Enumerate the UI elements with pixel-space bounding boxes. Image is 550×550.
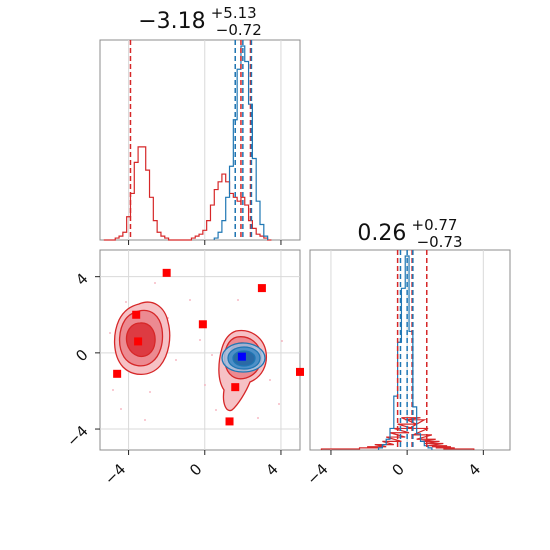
panel-title: 0.26 +0.77 −0.73	[357, 215, 462, 251]
x-tick-label: −4	[303, 460, 331, 488]
histogram-step-line	[103, 146, 272, 241]
blue-square-marker	[237, 352, 246, 361]
red-square-markers	[113, 268, 304, 426]
title-value: 0.26	[357, 221, 406, 246]
scatter-point	[278, 403, 280, 405]
x-tick-label: 0	[186, 460, 205, 479]
scatter-points	[109, 282, 283, 421]
red-square-marker	[231, 383, 240, 392]
scatter-point	[154, 282, 156, 284]
y-ticks: −4 0 4	[63, 270, 100, 450]
scatter-point	[189, 299, 191, 301]
scatter-point	[211, 354, 213, 356]
histogram-step-line	[377, 255, 433, 450]
scatter-point	[109, 332, 111, 334]
title-lower-error: −0.72	[216, 21, 262, 39]
marginal-histogram-param-2: −4 0 4 0.26 +0.77 −0.73	[303, 215, 511, 488]
title-upper-error: +0.77	[412, 216, 458, 234]
y-tick-label: 4	[72, 270, 91, 289]
scatter-point	[120, 408, 122, 410]
scatter-point	[269, 379, 271, 381]
red-square-marker	[134, 337, 143, 346]
axes-frame	[99, 39, 301, 241]
y-tick-label: 0	[72, 346, 91, 365]
title-value: −3.18	[138, 9, 205, 34]
red-square-marker	[296, 367, 304, 376]
scatter-point	[215, 409, 217, 411]
red-square-marker	[162, 268, 171, 277]
title-upper-error: +5.13	[211, 4, 257, 22]
scatter-point	[144, 419, 146, 421]
x-tick-label: 4	[262, 460, 281, 479]
scatter-point	[204, 384, 206, 386]
quantile-lines	[129, 40, 253, 240]
red-square-marker	[113, 369, 122, 378]
red-square-marker	[225, 417, 234, 426]
scatter-point	[112, 389, 114, 391]
scatter-point	[281, 340, 283, 342]
x-tick-label: −4	[101, 460, 129, 488]
quantile-lines	[396, 250, 428, 450]
scatter-point	[199, 339, 201, 341]
x-ticks	[128, 240, 282, 245]
x-tick-label: 0	[388, 460, 407, 479]
grid	[128, 40, 282, 240]
red-square-marker	[198, 320, 207, 329]
scatter-point	[149, 391, 151, 393]
scatter-point	[175, 359, 177, 361]
axes-frame	[309, 249, 511, 451]
title-lower-error: −0.73	[417, 233, 463, 251]
x-tick-label: 4	[465, 460, 484, 479]
marginal-histogram-param-1: −3.18 +5.13 −0.72	[99, 3, 301, 245]
histogram-series	[320, 255, 475, 450]
scatter-point	[125, 301, 127, 303]
red-square-marker	[257, 284, 266, 293]
scatter-point	[237, 299, 239, 301]
y-tick-label: −4	[63, 422, 91, 450]
scatter-point	[257, 417, 259, 419]
x-ticks: −4 0 4	[303, 450, 484, 488]
panel-title: −3.18 +5.13 −0.72	[138, 3, 262, 39]
contour-panel: −4 0 4 −4 0 4	[63, 249, 304, 488]
red-contour-left	[113, 301, 171, 376]
x-ticks: −4 0 4	[101, 450, 282, 488]
axes-frame	[99, 249, 301, 451]
truth-marker	[237, 352, 246, 361]
red-square-marker	[132, 310, 141, 319]
